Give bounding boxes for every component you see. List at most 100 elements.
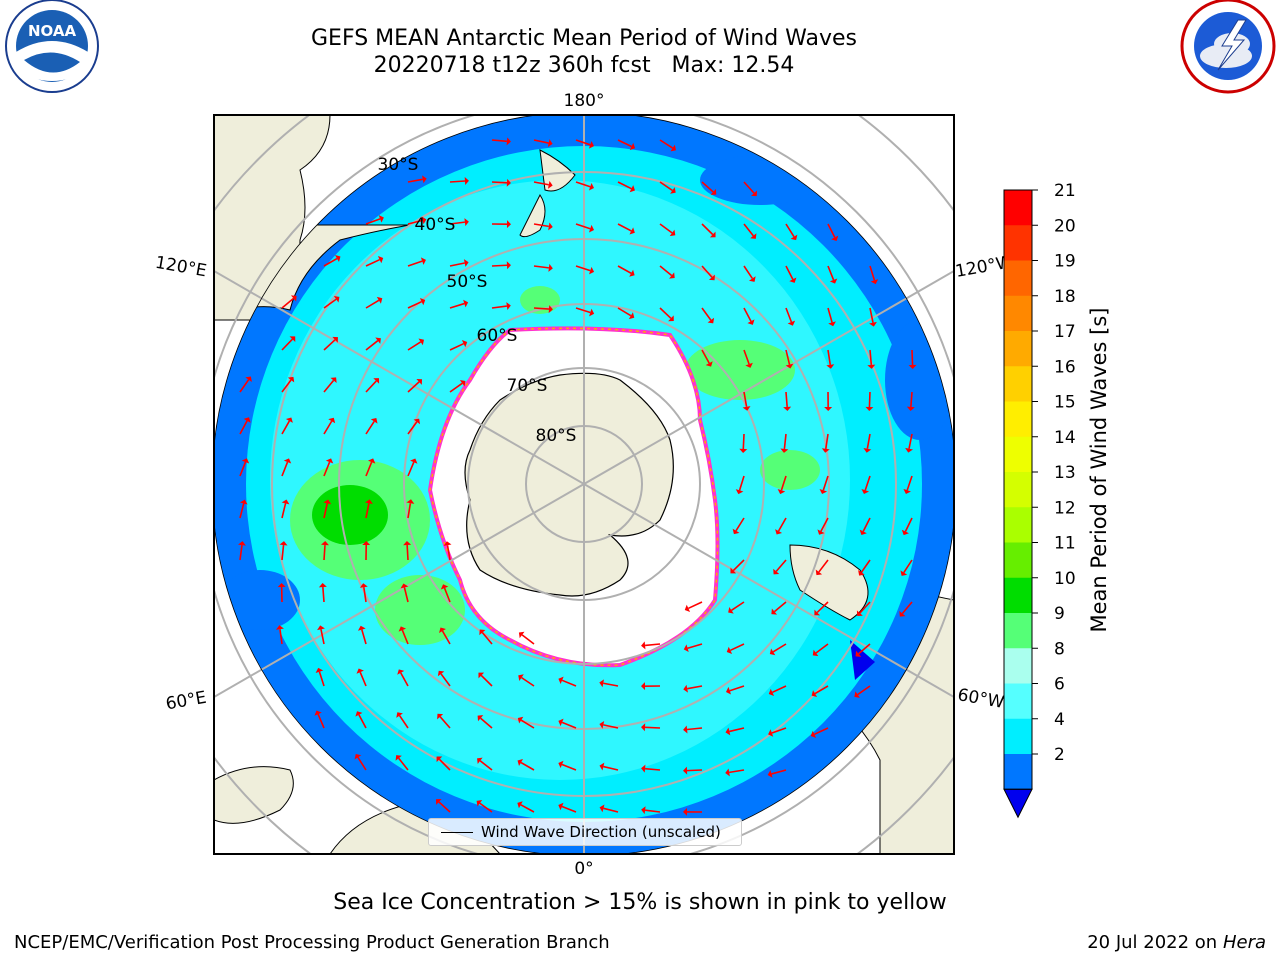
wind-wave-arrow-shaft	[732, 559, 745, 572]
wind-wave-arrow-head	[629, 185, 636, 193]
wind-wave-arrow-shaft	[816, 601, 829, 614]
colorbar-tick-label: 2	[1054, 745, 1065, 765]
wind-wave-arrow-head	[328, 417, 336, 424]
wind-wave-arrow-shaft	[743, 349, 750, 365]
wind-wave-arrow-head	[370, 418, 378, 424]
lon-label-60e: 60°E	[164, 688, 208, 715]
wind-wave-arrow-head	[333, 295, 340, 303]
wind-wave-arrow-head	[334, 255, 341, 262]
wind-wave-arrow-shaft	[239, 420, 248, 435]
wind-wave-arrow-head	[683, 807, 688, 816]
wind-wave-arrow-head	[641, 764, 646, 773]
wind-wave-arrow-head	[750, 233, 757, 239]
wind-wave-arrow-head	[773, 568, 780, 575]
wind-wave-arrow-head	[641, 641, 646, 650]
wind-wave-arrow-head	[314, 710, 322, 716]
wind-wave-arrow-shaft	[827, 307, 833, 323]
legend-label: Wind Wave Direction (unscaled)	[481, 823, 721, 841]
wind-wave-arrow-shaft	[859, 601, 871, 614]
wind-wave-arrow-head	[364, 499, 373, 505]
wind-wave-arrow-shaft	[743, 265, 753, 279]
wind-wave-arrow-head	[683, 644, 689, 653]
colorbar-tick-label: 21	[1054, 181, 1076, 201]
machine-name: Hera	[1222, 932, 1266, 953]
wind-wave-arrow-head	[767, 770, 773, 778]
wind-wave-arrow-shaft	[575, 139, 591, 146]
wind-wave-arrow-shaft	[820, 517, 829, 532]
wind-wave-arrow-shaft	[449, 302, 465, 309]
wind-wave-arrow-head	[397, 669, 405, 675]
wind-wave-arrow-shaft	[533, 307, 550, 310]
wind-wave-arrow-head	[683, 725, 688, 734]
wind-wave-arrow-head	[669, 272, 675, 279]
wind-wave-arrow-shaft	[617, 307, 632, 317]
credit-text: NCEP/EMC/Verification Post Processing Pr…	[14, 932, 610, 953]
wind-wave-arrow-shaft	[322, 586, 325, 603]
wind-wave-arrow-shaft	[440, 673, 451, 687]
wind-wave-arrow-head	[683, 766, 688, 775]
wind-wave-arrow-head	[826, 364, 835, 369]
wind-wave-arrow-shaft	[729, 769, 745, 774]
wind-wave-arrow-head	[418, 338, 424, 346]
wind-wave-arrow-head	[589, 308, 595, 317]
wind-wave-arrow-head	[783, 406, 792, 411]
wind-wave-arrow-head	[599, 679, 604, 688]
wind-wave-arrow-head	[506, 302, 511, 310]
wind-wave-arrow-shaft	[910, 391, 913, 408]
wind-wave-arrow-head	[421, 216, 427, 225]
wind-wave-arrow-shaft	[743, 181, 755, 194]
wind-wave-arrow-shaft	[686, 769, 703, 772]
wind-wave-arrow-head	[283, 458, 292, 464]
wind-wave-arrow-head	[829, 278, 838, 284]
wind-wave-arrow-shaft	[407, 503, 412, 519]
wind-wave-arrow-head	[906, 406, 915, 411]
wind-wave-arrow-shaft	[869, 265, 876, 281]
wind-wave-arrow-head	[359, 583, 368, 588]
wind-wave-arrow-head	[437, 713, 444, 720]
wind-wave-arrow-shaft	[858, 643, 871, 655]
wind-wave-arrow-head	[739, 448, 748, 453]
wind-wave-arrow-shaft	[320, 629, 325, 645]
wind-wave-arrow-head	[641, 723, 646, 732]
date-stamp: 20 Jul 2022 on Hera	[1087, 932, 1266, 953]
wind-wave-arrow-head	[787, 320, 796, 326]
wind-wave-arrow-shaft	[687, 643, 703, 649]
wind-wave-arrow-head	[420, 257, 426, 265]
wind-wave-arrow-head	[461, 340, 468, 348]
wind-wave-arrow-head	[855, 650, 862, 657]
wind-wave-arrow-shaft	[281, 379, 292, 393]
wind-wave-arrow-shaft	[491, 305, 507, 309]
wind-wave-arrow-head	[735, 489, 744, 495]
colorbar-band	[1004, 401, 1032, 438]
wind-wave-arrow-shaft	[617, 265, 632, 274]
wind-wave-arrow-shaft	[866, 433, 871, 449]
lon-label-180: 180°	[564, 91, 605, 111]
colorbar-tick-label: 6	[1054, 675, 1065, 695]
wind-wave-arrow-shaft	[785, 391, 788, 408]
colorbar-band	[1004, 260, 1032, 297]
wind-wave-arrow-head	[670, 144, 677, 152]
wind-wave-arrow-head	[506, 178, 511, 187]
wind-wave-arrow-head	[725, 686, 732, 695]
wind-wave-arrow-head	[558, 760, 564, 769]
wind-wave-arrow-head	[745, 362, 753, 368]
wind-wave-arrow-head	[548, 222, 553, 231]
wind-wave-arrow-shaft	[520, 761, 535, 771]
wind-wave-arrow-head	[683, 684, 688, 693]
wind-wave-arrow-shaft	[239, 503, 245, 519]
wind-wave-arrow-head	[629, 227, 635, 235]
wind-wave-arrow-head	[548, 305, 553, 314]
wind-wave-arrow-head	[817, 529, 825, 535]
wind-wave-arrow-head	[239, 499, 248, 505]
wind-wave-arrow-head	[403, 541, 412, 546]
wind-wave-arrow-head	[558, 676, 564, 685]
wind-wave-arrow-shaft	[521, 634, 535, 645]
colorbar-band	[1004, 366, 1032, 402]
wind-wave-arrow-shaft	[731, 601, 745, 611]
chart-subtitle: 20220718 t12z 360h fcst Max: 12.54	[373, 53, 795, 78]
wind-wave-arrow-head	[730, 567, 737, 574]
wind-wave-arrow-shaft	[904, 517, 913, 532]
colorbar-band	[1004, 295, 1032, 332]
wind-wave-arrow-shaft	[701, 223, 714, 236]
wind-wave-arrow-shaft	[701, 181, 714, 193]
